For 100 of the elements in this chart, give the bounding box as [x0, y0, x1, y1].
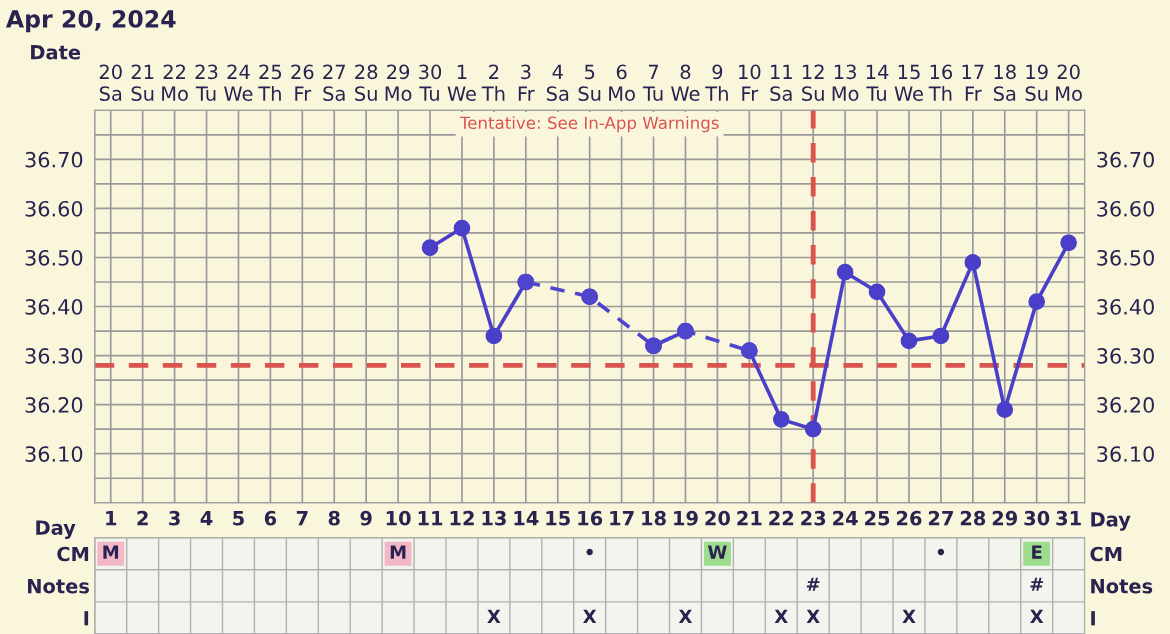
x-tick-label: 9 Th	[705, 64, 728, 101]
text: X	[678, 609, 693, 623]
y-tick-label: 36.30	[25, 348, 83, 364]
y-tick-label: 36.20	[25, 397, 83, 413]
text: M	[390, 545, 406, 559]
x-axis-title: Day	[36, 520, 76, 539]
y2-tick-label: I	[1091, 611, 1095, 626]
x-tick-label: 2 Th	[481, 64, 505, 101]
point	[932, 327, 950, 345]
x-tick-label: 23 Tu	[195, 64, 218, 101]
x-tick-label: 2	[137, 510, 148, 526]
x-tick-label: 27	[928, 510, 953, 526]
x-tick-label: 26 Fr	[291, 64, 314, 101]
point	[453, 219, 471, 237]
text: X	[806, 609, 820, 623]
y2-tick-label: 36.10	[1097, 446, 1154, 462]
x-tick-label: 22 Mo	[162, 64, 188, 101]
x-tick-label: 13 Mo	[832, 64, 859, 101]
y2-tick-label: Notes	[1091, 579, 1153, 594]
x-tick-label: 13	[482, 510, 506, 526]
x-tick-label: 12 Su	[802, 64, 824, 101]
point	[868, 283, 886, 301]
x-tick-label: 1 We	[447, 64, 476, 101]
x-tick-label: 22	[769, 510, 794, 526]
x-tick-label: 20 Mo	[1056, 64, 1082, 101]
x-tick-label: 29	[992, 510, 1018, 526]
x-tick-label: 23	[801, 510, 826, 526]
text: •	[937, 548, 945, 556]
y2-tick-label: 36.60	[1097, 200, 1154, 217]
y-tick-label: I	[84, 611, 89, 626]
x-tick-label: 7 Tu	[642, 64, 663, 101]
x-tick-label: 27 Sa	[323, 64, 345, 101]
y-tick-label: CM	[57, 546, 89, 562]
x-tick-label: 21 Su	[131, 64, 154, 101]
y2-tick-label: 36.20	[1097, 397, 1154, 413]
x-tick-label: 25 Th	[258, 64, 282, 101]
y2-tick-label: 36.70	[1097, 151, 1154, 168]
text: Day	[1091, 512, 1131, 531]
chart-title: Apr 20, 2024	[5, 9, 176, 33]
point	[421, 239, 439, 257]
x-tick-label: 14	[514, 511, 539, 526]
x-tick-label: 24	[833, 510, 858, 526]
x-tick-label: 18 Sa	[993, 64, 1016, 101]
point	[836, 263, 854, 281]
point	[996, 401, 1014, 418]
x-tick-label: 7	[296, 511, 308, 526]
y2-tick-label: CM	[1090, 546, 1122, 562]
x-tick-label: 6	[264, 510, 277, 526]
y2-tick-label: 36.30	[1097, 348, 1154, 364]
x-tick-label: 5	[233, 511, 244, 526]
y-tick-label: 36.60	[25, 200, 83, 217]
x-tick-label: 24 We	[224, 64, 253, 101]
x-tick-label: 31	[1056, 510, 1081, 526]
y2-tick-label: 36.40	[1097, 298, 1154, 315]
point	[900, 332, 918, 350]
point	[772, 411, 790, 428]
x-tick-label: 18	[642, 510, 666, 526]
x-tick-label: 17	[610, 511, 634, 526]
point	[1060, 234, 1077, 252]
point	[1028, 293, 1046, 310]
x-tick-label: 16	[578, 510, 603, 526]
x-tick-label: 1	[106, 511, 117, 526]
x-tick-label: 10 Fr	[739, 64, 761, 101]
x-tick-label: 16 Th	[928, 64, 953, 101]
x-tick-label: 26	[896, 510, 922, 526]
y2-tick-label: 36.50	[1097, 249, 1154, 266]
x-tick-label: 12	[450, 510, 474, 526]
x-tick-label: 19 Su	[1025, 64, 1048, 101]
x-tick-label: 28 Su	[355, 64, 378, 101]
x-tick-label: 6 Mo	[609, 64, 635, 101]
x-tick-label: 21	[737, 510, 762, 526]
x-tick-label: 3 Fr	[518, 64, 535, 101]
x-tick-label: 11 Sa	[770, 64, 792, 101]
text: X	[774, 609, 788, 623]
x-tick-label: 29 Mo	[385, 64, 412, 101]
point	[485, 327, 503, 345]
x-tick-label: 8	[328, 510, 340, 526]
x-tick-label: 4 Sa	[546, 64, 569, 101]
text: X	[487, 609, 501, 623]
x-tick-label: 30 Tu	[419, 64, 442, 101]
y-tick-label: 36.40	[25, 298, 83, 315]
x-tick-label: 9	[360, 510, 372, 526]
y-tick-label: 36.10	[25, 446, 83, 462]
y-tick-label: 36.50	[25, 249, 83, 266]
text: W	[707, 545, 727, 559]
x-tick-label: 3	[169, 510, 180, 526]
text: X	[902, 609, 916, 623]
x-tick-label: 15	[546, 511, 570, 526]
x-tick-label: 20 Sa	[99, 64, 122, 101]
x-tick-label: 19	[674, 510, 698, 526]
x-tick-label: 11	[418, 511, 443, 526]
point	[804, 420, 822, 438]
x-tick-label: 17 Fr	[962, 64, 984, 101]
y-tick-label: 36.70	[25, 151, 83, 168]
y-tick-label: Notes	[28, 579, 89, 594]
x-tick-label: 10	[386, 510, 411, 526]
text: •	[586, 548, 593, 556]
text: #	[806, 577, 820, 591]
point	[964, 254, 982, 271]
x-tick-label: 28	[960, 510, 986, 526]
